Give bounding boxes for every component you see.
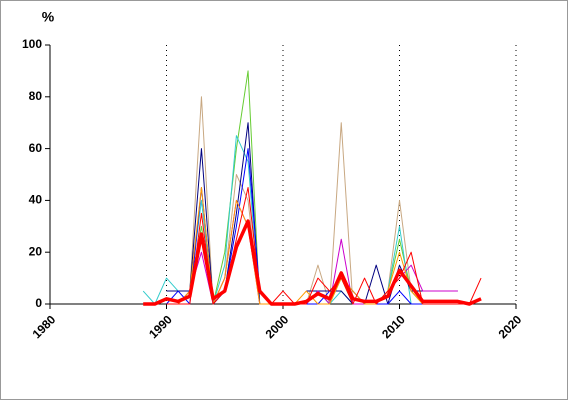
y-tick-label: 60 [29, 141, 43, 155]
series-line [166, 186, 482, 305]
series-line [143, 219, 482, 306]
y-axis-label: % [42, 9, 55, 25]
y-tick-label: 80 [29, 89, 43, 103]
y-tick-label: 0 [35, 296, 42, 310]
y-tick-label: 100 [22, 37, 42, 51]
y-tick-label: 40 [29, 193, 43, 207]
y-tick-label: 20 [29, 244, 43, 258]
